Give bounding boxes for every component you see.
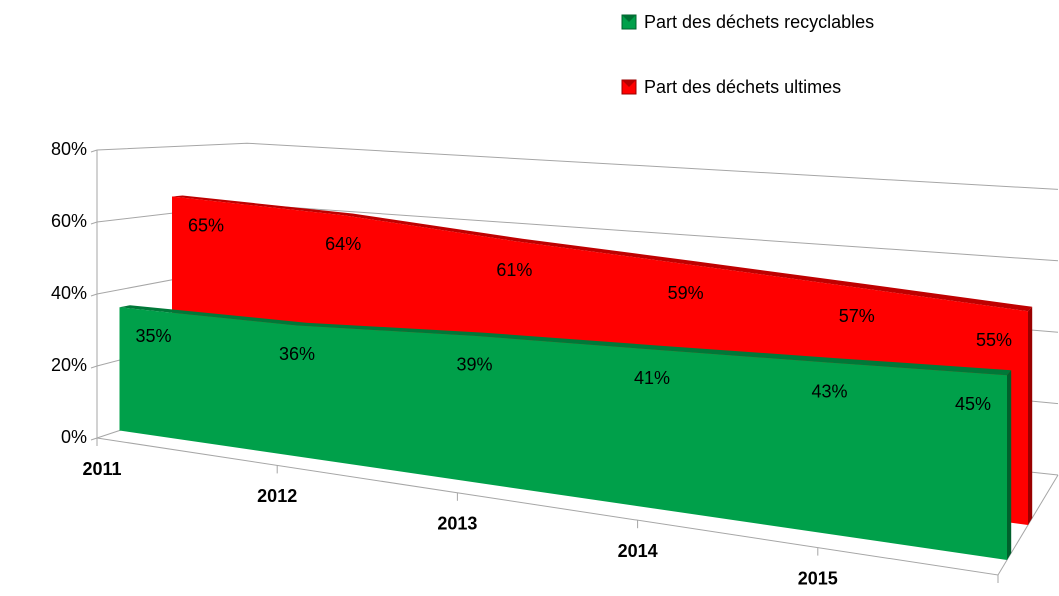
y-tick-label: 80% (51, 139, 87, 159)
data-label: 55% (976, 330, 1012, 350)
y-tick-label: 0% (61, 427, 87, 447)
x-tick-label: 2014 (618, 541, 658, 561)
legend-label: Part des déchets recyclables (644, 12, 874, 32)
data-label: 59% (668, 283, 704, 303)
ribbon-end (1028, 306, 1033, 525)
y-tick-label: 20% (51, 355, 87, 375)
data-label: 61% (496, 260, 532, 280)
data-label: 43% (811, 381, 847, 401)
ribbon-end (1007, 370, 1012, 560)
data-label: 45% (955, 394, 991, 414)
data-label: 64% (325, 234, 361, 254)
y-tick (90, 365, 98, 369)
ribbon (119, 307, 1007, 560)
data-label: 41% (634, 368, 670, 388)
x-tick-label: 2011 (82, 459, 121, 479)
legend-swatch-shade (622, 80, 636, 87)
y-tick (90, 149, 98, 153)
grid-line (96, 142, 1059, 190)
y-tick-label: 40% (51, 283, 87, 303)
y-tick (90, 437, 98, 441)
y-tick (90, 293, 98, 297)
data-label: 57% (839, 306, 875, 326)
ribbon-top (172, 195, 1033, 312)
legend-label: Part des déchets ultimes (644, 77, 841, 97)
data-label: 36% (279, 344, 315, 364)
x-tick-label: 2012 (257, 486, 297, 506)
legend-swatch-shade (622, 15, 636, 22)
y-tick (90, 221, 98, 225)
y-tick-label: 60% (51, 211, 87, 231)
data-label: 35% (135, 326, 171, 346)
x-tick-label: 2013 (437, 514, 477, 534)
data-label: 65% (188, 215, 224, 235)
series: 35% 36% 39% 41% 43% 45% (119, 305, 1012, 560)
data-label: 39% (456, 355, 492, 375)
ribbon-top (119, 305, 1012, 376)
x-tick-label: 2015 (798, 568, 838, 588)
